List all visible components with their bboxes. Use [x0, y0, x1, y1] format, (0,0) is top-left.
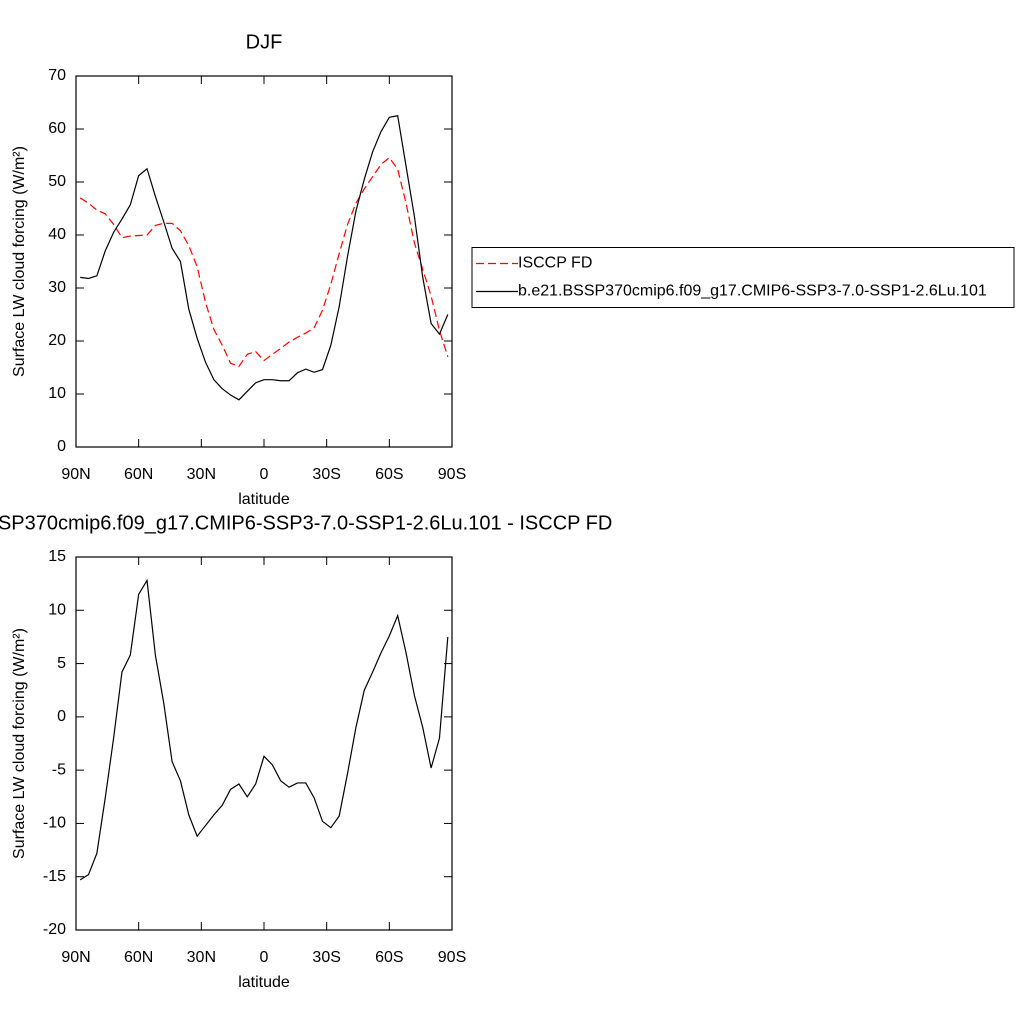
data-line	[80, 115, 449, 401]
legend-box	[471, 247, 1015, 308]
data-line	[79, 578, 449, 881]
chart-title: DJF	[246, 31, 283, 53]
data-line	[79, 156, 449, 368]
y-tick-label: 10	[48, 385, 66, 402]
y-tick-label: 5	[57, 655, 66, 672]
y-tick-label: -20	[43, 921, 66, 938]
x-tick-label: 30N	[187, 466, 216, 483]
x-axis-label: latitude	[238, 491, 290, 508]
y-tick-label: 50	[48, 173, 66, 190]
y-tick-label: -15	[43, 868, 66, 885]
y-tick-label: -5	[52, 761, 66, 778]
x-tick-label: 90N	[61, 466, 90, 483]
x-tick-label: 60S	[375, 949, 403, 966]
legend-label: ISCCP FD	[518, 255, 592, 272]
y-tick-label: 0	[57, 708, 66, 725]
y-axis-label: Surface LW cloud forcing (W/m²)	[11, 146, 28, 377]
y-tick-label: 20	[48, 332, 66, 349]
y-tick-label: -10	[43, 815, 66, 832]
y-axis-label: Surface LW cloud forcing (W/m²)	[11, 628, 28, 859]
x-axis-label: latitude	[238, 974, 290, 991]
y-tick-label: 15	[48, 548, 66, 565]
x-tick-label: 90N	[61, 949, 90, 966]
x-tick-label: 90S	[438, 949, 466, 966]
x-tick-label: 0	[260, 466, 269, 483]
x-tick-label: 60S	[375, 466, 403, 483]
x-tick-label: 0	[260, 949, 269, 966]
x-tick-label: 90S	[438, 466, 466, 483]
x-tick-label: 30S	[312, 949, 340, 966]
y-tick-label: 40	[48, 226, 66, 243]
y-tick-label: 10	[48, 602, 66, 619]
legend-label: b.e21.BSSP370cmip6.f09_g17.CMIP6-SSP3-7.…	[518, 283, 987, 300]
y-tick-label: 30	[48, 279, 66, 296]
x-tick-label: 30N	[187, 949, 216, 966]
plot-frame	[75, 75, 453, 448]
chart-title: b.e21.BSSP370cmip6.f09_g17.CMIP6-SSP3-7.…	[0, 512, 612, 534]
x-tick-label: 30S	[312, 466, 340, 483]
y-tick-label: 0	[57, 438, 66, 455]
x-tick-label: 60N	[124, 466, 153, 483]
y-tick-label: 60	[48, 120, 66, 137]
plot-frame	[75, 556, 453, 931]
x-tick-label: 60N	[124, 949, 153, 966]
y-tick-label: 70	[48, 67, 66, 84]
